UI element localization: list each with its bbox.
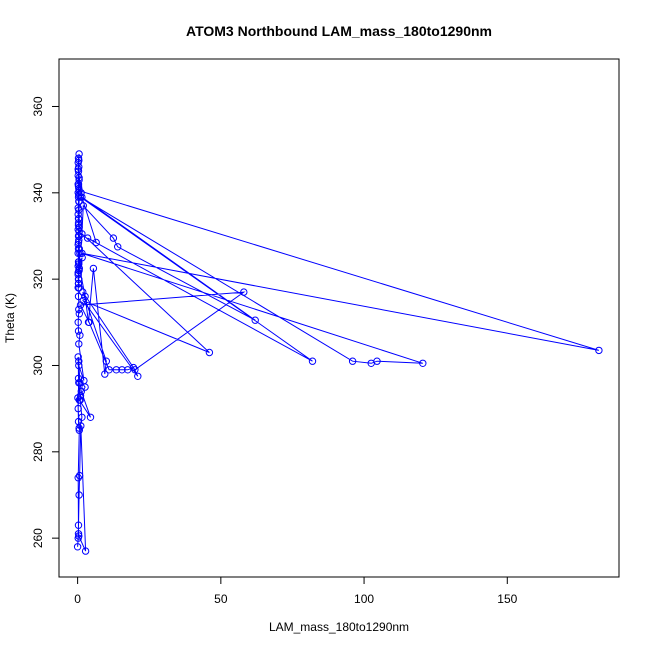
data-point bbox=[102, 357, 111, 365]
x-tick-label: 150 bbox=[497, 592, 517, 606]
y-tick-label: 260 bbox=[31, 528, 45, 548]
data-point bbox=[76, 331, 84, 339]
data-point bbox=[595, 346, 603, 355]
chart-title: ATOM3 Northbound LAM_mass_180to1290nm bbox=[186, 23, 492, 39]
data-point bbox=[75, 310, 84, 318]
data-point bbox=[74, 530, 83, 538]
data-point bbox=[75, 187, 83, 195]
data-point bbox=[74, 279, 83, 288]
data-point bbox=[118, 366, 126, 374]
data-point bbox=[77, 422, 85, 430]
data-point bbox=[74, 269, 82, 277]
data-point bbox=[74, 474, 82, 482]
data-point bbox=[75, 396, 84, 404]
data-point bbox=[75, 284, 83, 292]
data-point bbox=[74, 219, 83, 227]
plot-frame bbox=[58, 58, 620, 578]
x-tick-label: 0 bbox=[74, 592, 81, 606]
y-tick-label: 300 bbox=[31, 355, 45, 375]
y-axis: 260 280 300 320 340 360 bbox=[31, 96, 60, 548]
data-point bbox=[86, 413, 95, 421]
x-tick-label: 50 bbox=[214, 592, 228, 606]
data-point bbox=[78, 249, 86, 258]
data-point bbox=[74, 204, 82, 212]
data-point bbox=[77, 387, 86, 396]
data-point bbox=[74, 249, 82, 258]
data-point bbox=[81, 292, 89, 301]
data-point bbox=[134, 372, 142, 380]
data-point bbox=[74, 182, 83, 191]
data-point bbox=[75, 361, 83, 370]
data-point bbox=[74, 404, 82, 413]
x-tick-label: 100 bbox=[354, 592, 374, 606]
data-point bbox=[109, 234, 118, 242]
data-point bbox=[85, 318, 93, 326]
data-point bbox=[348, 357, 357, 365]
data-point bbox=[419, 359, 427, 367]
data-point bbox=[89, 264, 98, 273]
data-point bbox=[74, 258, 83, 266]
data-point bbox=[74, 521, 83, 529]
data-point bbox=[78, 230, 86, 238]
data-point bbox=[75, 174, 83, 182]
data-point bbox=[73, 543, 82, 551]
data-point bbox=[75, 471, 84, 480]
data-point bbox=[308, 357, 317, 365]
y-tick-label: 340 bbox=[31, 182, 45, 202]
data-point bbox=[79, 288, 87, 296]
data-point bbox=[240, 288, 248, 296]
data-point bbox=[129, 363, 138, 372]
data-point bbox=[75, 357, 83, 365]
data-point bbox=[75, 305, 83, 314]
y-tick-label: 320 bbox=[31, 269, 45, 289]
data-point bbox=[105, 366, 113, 374]
y-tick-label: 360 bbox=[31, 96, 45, 116]
x-axis-label: LAM_mass_180to1290nm bbox=[269, 620, 409, 634]
data-point bbox=[75, 340, 83, 348]
series-layer bbox=[73, 150, 603, 555]
data-point bbox=[101, 370, 109, 378]
data-point bbox=[74, 318, 82, 326]
data-point bbox=[74, 165, 82, 173]
data-point bbox=[373, 357, 381, 365]
data-point bbox=[76, 379, 84, 387]
data-point bbox=[251, 316, 259, 324]
x-axis: 0 50 100 150 bbox=[74, 576, 518, 606]
data-point bbox=[79, 202, 88, 210]
data-point bbox=[75, 491, 83, 499]
data-point bbox=[83, 234, 92, 242]
data-point bbox=[74, 353, 82, 361]
data-point bbox=[131, 366, 139, 374]
data-point bbox=[74, 327, 83, 335]
data-point bbox=[75, 424, 83, 432]
y-tick-label: 280 bbox=[31, 441, 45, 461]
data-point bbox=[81, 547, 90, 555]
data-point bbox=[80, 376, 88, 385]
data-point bbox=[112, 366, 121, 374]
data-point bbox=[75, 156, 83, 165]
data-point bbox=[92, 238, 100, 247]
y-axis-label: Theta (K) bbox=[3, 293, 17, 343]
data-point bbox=[205, 348, 214, 357]
series-line bbox=[77, 153, 600, 552]
data-point bbox=[79, 297, 88, 305]
data-point bbox=[114, 243, 122, 251]
data-point bbox=[74, 394, 82, 402]
data-point bbox=[74, 215, 83, 223]
data-point bbox=[77, 189, 85, 197]
